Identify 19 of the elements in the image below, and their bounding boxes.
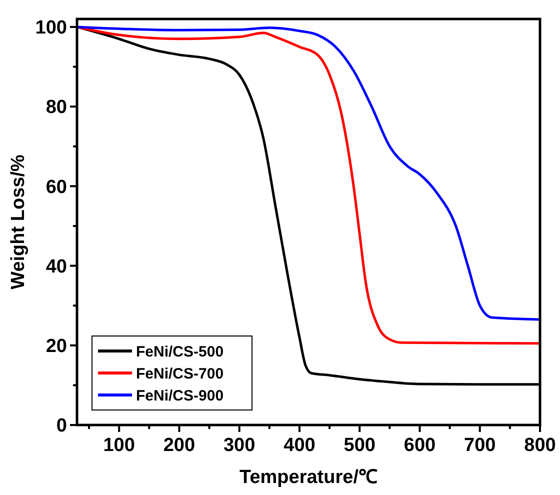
legend-label: FeNi/CS-900 <box>136 387 224 404</box>
y-tick-label: 20 <box>46 336 67 358</box>
x-tick-label: 300 <box>224 435 256 456</box>
y-tick-label: 80 <box>46 97 67 118</box>
x-tick-label: 800 <box>524 435 556 456</box>
legend-label: FeNi/CS-700 <box>136 365 224 382</box>
x-tick-label: 700 <box>464 435 496 456</box>
x-tick-label: 600 <box>404 435 436 456</box>
y-tick-label: 100 <box>35 18 67 39</box>
y-tick-label: 0 <box>56 416 67 437</box>
x-tick-label: 100 <box>103 435 135 456</box>
x-tick-label: 400 <box>284 435 316 456</box>
x-tick-label: 200 <box>163 435 196 456</box>
x-axis-title: Temperature/℃ <box>240 467 378 488</box>
legend-label: FeNi/CS-500 <box>136 343 224 360</box>
y-axis-title: Weight Loss/% <box>8 154 29 290</box>
y-tick-label: 60 <box>46 176 67 198</box>
y-tick-label: 40 <box>46 256 67 278</box>
x-tick-label: 500 <box>344 435 376 456</box>
